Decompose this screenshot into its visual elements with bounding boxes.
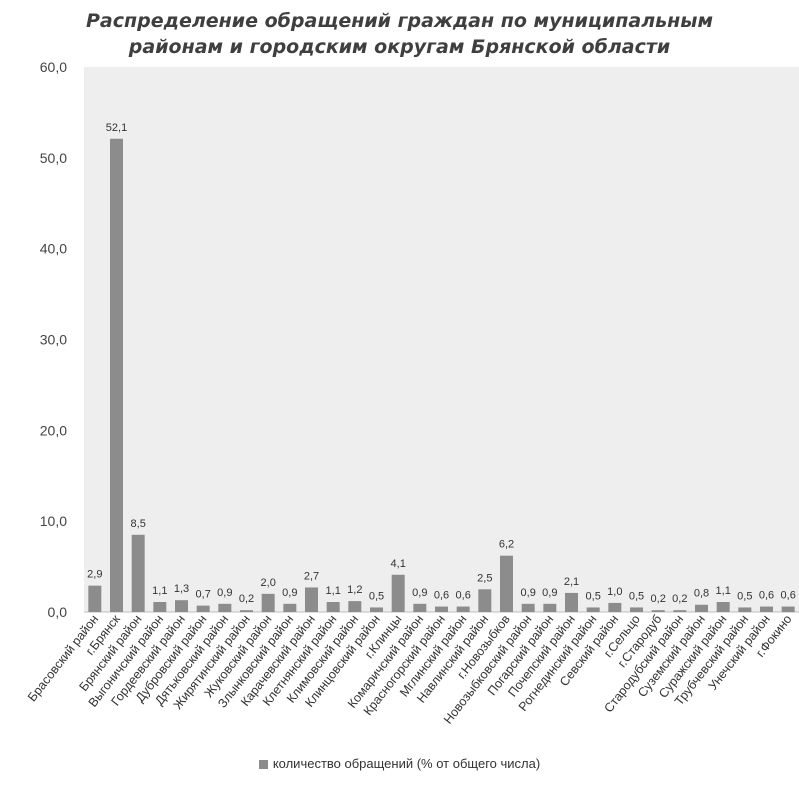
bar xyxy=(760,606,773,612)
data-label: 0,6 xyxy=(759,590,774,602)
data-label: 6,2 xyxy=(499,539,514,551)
bar xyxy=(370,607,383,612)
data-label: 0,5 xyxy=(629,590,644,602)
y-tick-label: 60,0 xyxy=(40,59,67,75)
bar xyxy=(413,603,427,612)
bar xyxy=(196,605,210,612)
bar xyxy=(781,606,795,612)
y-tick-label: 40,0 xyxy=(40,241,67,257)
bar xyxy=(456,606,470,612)
data-label: 0,2 xyxy=(239,593,254,605)
data-label: 0,6 xyxy=(781,590,796,602)
data-label: 0,2 xyxy=(672,593,687,605)
data-label: 1,3 xyxy=(174,583,189,595)
bar xyxy=(240,610,253,612)
bar xyxy=(543,603,557,612)
data-label: 0,8 xyxy=(694,588,709,600)
bar xyxy=(326,602,340,612)
plot-area xyxy=(84,67,799,612)
bar xyxy=(283,603,297,612)
y-tick-label: 30,0 xyxy=(40,332,67,348)
bar xyxy=(261,593,275,612)
bar xyxy=(391,574,405,612)
data-label: 2,1 xyxy=(564,576,579,588)
data-label: 0,6 xyxy=(456,590,471,602)
y-tick-label: 50,0 xyxy=(40,150,67,166)
bar xyxy=(131,534,145,612)
bar xyxy=(435,606,448,612)
data-label: 52,1 xyxy=(106,122,127,134)
bar xyxy=(348,601,362,612)
data-label: 0,9 xyxy=(521,587,536,599)
data-label: 2,9 xyxy=(87,569,102,581)
bar xyxy=(630,607,643,612)
bar xyxy=(738,607,752,612)
y-tick-label: 20,0 xyxy=(40,422,67,438)
chart-title-line-2: районам и городским округам Брянской обл… xyxy=(128,36,671,58)
bar xyxy=(110,138,123,612)
bar xyxy=(565,592,578,612)
bar xyxy=(500,555,513,612)
bar xyxy=(608,602,622,612)
data-label: 0,5 xyxy=(737,590,752,602)
data-label: 0,7 xyxy=(196,589,211,601)
bar xyxy=(305,587,318,612)
data-label: 2,5 xyxy=(477,572,492,584)
bar xyxy=(586,607,600,612)
y-tick-label: 10,0 xyxy=(40,513,67,529)
bar xyxy=(153,602,167,612)
data-label: 0,2 xyxy=(651,593,666,605)
data-label: 1,0 xyxy=(607,586,622,598)
bar xyxy=(673,610,687,612)
data-label: 1,2 xyxy=(347,584,362,596)
bar xyxy=(521,603,535,612)
y-tick-label: 0,0 xyxy=(48,604,68,620)
bar xyxy=(88,585,102,612)
data-label: 0,9 xyxy=(282,587,297,599)
data-label: 8,5 xyxy=(131,518,146,530)
data-label: 0,5 xyxy=(369,590,384,602)
data-label: 0,5 xyxy=(586,590,601,602)
data-label: 0,9 xyxy=(217,587,232,599)
data-label: 2,7 xyxy=(304,570,319,582)
bar xyxy=(478,589,492,612)
data-label: 0,9 xyxy=(542,587,557,599)
data-label: 1,1 xyxy=(716,585,731,597)
data-label: 1,1 xyxy=(326,585,341,597)
legend: количество обращений (% от общего числа) xyxy=(0,756,799,771)
legend-label: количество обращений (% от общего числа) xyxy=(272,756,541,771)
legend-swatch xyxy=(258,760,268,769)
data-label: 1,1 xyxy=(152,585,167,597)
bar xyxy=(651,610,665,612)
data-label: 2,0 xyxy=(261,577,276,589)
data-label: 4,1 xyxy=(391,558,406,570)
chart-title: Распределение обращений граждан по муниц… xyxy=(0,8,799,60)
chart-title-line-1: Распределение обращений граждан по муниц… xyxy=(85,10,714,32)
bar xyxy=(716,602,730,612)
bar xyxy=(695,604,708,612)
bar xyxy=(218,603,232,612)
data-label: 0,6 xyxy=(434,590,449,602)
data-label: 0,9 xyxy=(412,587,427,599)
bar xyxy=(175,600,188,612)
